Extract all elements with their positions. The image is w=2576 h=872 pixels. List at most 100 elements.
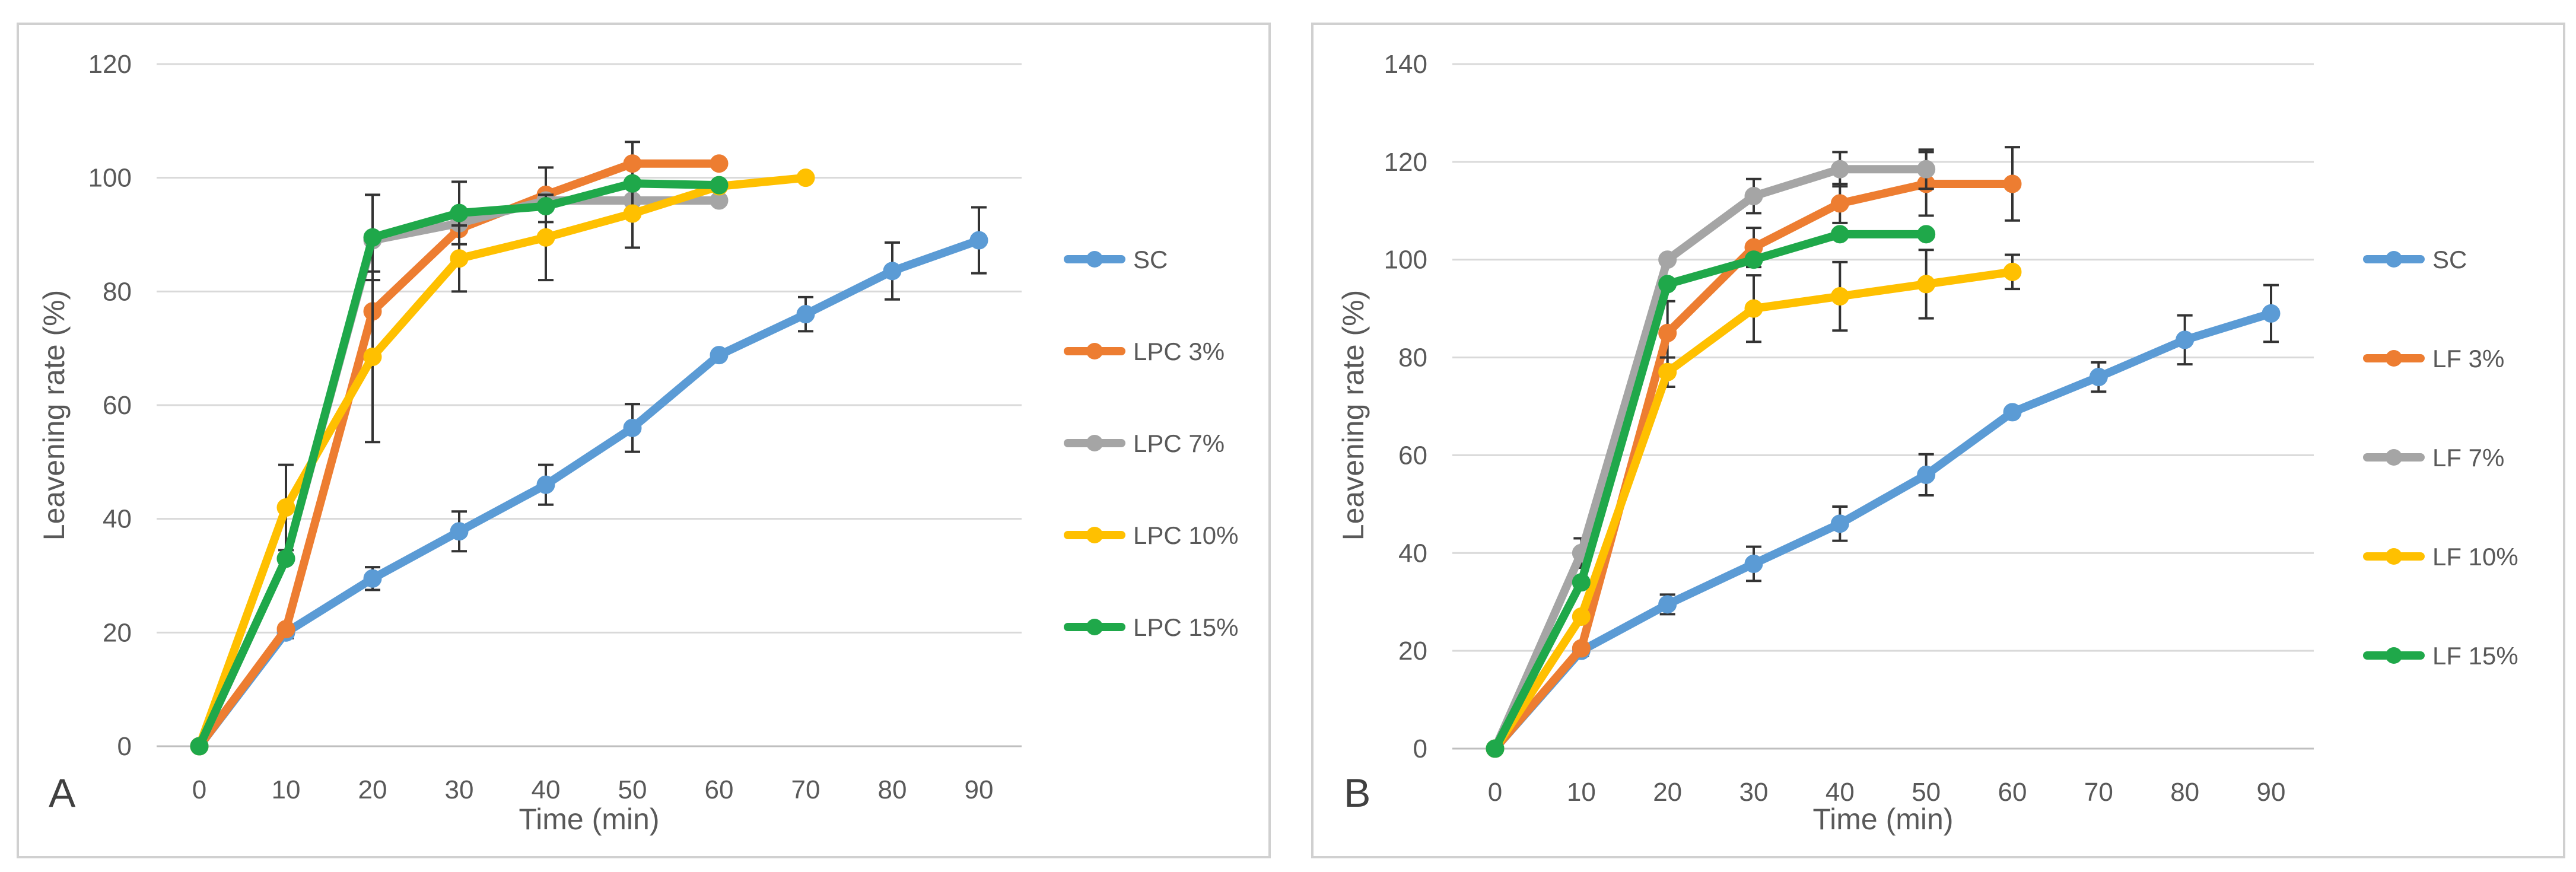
y-tick-label: 0 bbox=[1413, 734, 1427, 763]
series-line bbox=[195, 173, 810, 750]
legend-label: LF 10% bbox=[2432, 543, 2518, 571]
legend-swatch-marker bbox=[2386, 449, 2402, 466]
data-point bbox=[1830, 225, 1849, 244]
data-point bbox=[190, 737, 209, 756]
legend-label: SC bbox=[2432, 246, 2467, 273]
data-point bbox=[1830, 287, 1849, 306]
data-point bbox=[1572, 573, 1591, 592]
y-tick-label: 120 bbox=[1384, 148, 1427, 177]
x-tick-label: 30 bbox=[1739, 778, 1769, 807]
data-point bbox=[2003, 403, 2022, 422]
data-point bbox=[450, 522, 469, 541]
x-tick-label: 20 bbox=[1653, 778, 1682, 807]
legend-swatch-marker bbox=[1086, 251, 1103, 268]
x-tick-label: 70 bbox=[2084, 778, 2113, 807]
legend-swatch-marker bbox=[2386, 251, 2402, 268]
legend-label: SC bbox=[1133, 246, 1168, 273]
series-lpc-15-: LPC 15% bbox=[190, 174, 1238, 756]
data-point bbox=[883, 262, 902, 281]
y-tick-label: 40 bbox=[1398, 539, 1427, 568]
series-lf-15-: LF 15% bbox=[1486, 225, 2518, 758]
data-point bbox=[450, 249, 469, 268]
x-tick-label: 20 bbox=[358, 775, 387, 804]
y-axis-title: Leavening rate (%) bbox=[37, 290, 71, 540]
data-point bbox=[796, 305, 815, 324]
x-tick-label: 0 bbox=[1488, 778, 1502, 807]
x-axis-title: Time (min) bbox=[1812, 803, 1953, 836]
x-tick-label: 30 bbox=[445, 775, 474, 804]
x-tick-label: 50 bbox=[1912, 778, 1941, 807]
y-tick-label: 40 bbox=[103, 505, 132, 534]
series-line bbox=[195, 236, 983, 750]
panel-label: A bbox=[49, 771, 76, 816]
x-axis-title: Time (min) bbox=[519, 803, 659, 836]
data-point bbox=[623, 418, 642, 437]
data-point bbox=[1917, 160, 1936, 179]
y-tick-label: 60 bbox=[103, 391, 132, 420]
data-point bbox=[363, 348, 382, 367]
data-point bbox=[1917, 465, 1936, 484]
data-point bbox=[1744, 250, 1763, 269]
y-tick-label: 60 bbox=[1398, 441, 1427, 470]
data-point bbox=[1658, 275, 1677, 294]
data-point bbox=[710, 176, 729, 195]
y-tick-label: 80 bbox=[103, 277, 132, 306]
data-point bbox=[1658, 595, 1677, 614]
data-point bbox=[363, 228, 382, 247]
legend-label: LPC 10% bbox=[1133, 521, 1238, 549]
data-point bbox=[1658, 362, 1677, 381]
data-point bbox=[1658, 323, 1677, 342]
x-tick-label: 0 bbox=[192, 775, 206, 804]
data-point bbox=[623, 154, 642, 173]
series-line bbox=[1491, 309, 2275, 753]
legend-label: LPC 15% bbox=[1133, 613, 1238, 641]
data-point bbox=[450, 203, 469, 222]
x-tick-label: 40 bbox=[1826, 778, 1855, 807]
data-point bbox=[1486, 739, 1505, 758]
data-point bbox=[2262, 304, 2281, 323]
series-line bbox=[1491, 230, 1931, 753]
y-tick-label: 20 bbox=[103, 618, 132, 647]
data-point bbox=[1572, 639, 1591, 658]
data-point bbox=[536, 475, 555, 494]
legend-label: LPC 7% bbox=[1133, 429, 1225, 457]
x-tick-label: 10 bbox=[1567, 778, 1596, 807]
data-point bbox=[2003, 262, 2022, 281]
series-sc: SC bbox=[1486, 246, 2467, 758]
legend-label: LF 15% bbox=[2432, 642, 2518, 670]
x-tick-label: 90 bbox=[965, 775, 994, 804]
data-point bbox=[796, 168, 815, 187]
legend-swatch-marker bbox=[1086, 343, 1103, 359]
legend-swatch-marker bbox=[2386, 548, 2402, 565]
data-point bbox=[2176, 330, 2195, 349]
legend-swatch-marker bbox=[2386, 647, 2402, 664]
legend-label: LF 7% bbox=[2432, 444, 2504, 472]
x-tick-label: 10 bbox=[272, 775, 301, 804]
data-point bbox=[276, 549, 295, 568]
data-point bbox=[1572, 607, 1591, 626]
data-point bbox=[1830, 514, 1849, 533]
series-line bbox=[1491, 165, 1931, 753]
legend-swatch-marker bbox=[1086, 435, 1103, 451]
data-point bbox=[363, 569, 382, 588]
x-tick-label: 90 bbox=[2257, 778, 2286, 807]
y-tick-label: 20 bbox=[1398, 637, 1427, 666]
data-point bbox=[623, 204, 642, 223]
data-point bbox=[536, 197, 555, 216]
data-point bbox=[1917, 225, 1936, 244]
data-point bbox=[1744, 187, 1763, 206]
data-point bbox=[623, 174, 642, 193]
data-point bbox=[1830, 194, 1849, 213]
legend-label: LF 3% bbox=[2432, 345, 2504, 373]
data-point bbox=[1830, 160, 1849, 179]
y-axis-title: Leavening rate (%) bbox=[1337, 290, 1370, 540]
data-point bbox=[2003, 174, 2022, 193]
chart-panel-A: 0 20 40 60 80 100 120 0 10 20 30 40 50 60 70 80 90 Time (… bbox=[17, 23, 1271, 858]
y-tick-label: 120 bbox=[88, 50, 132, 79]
y-tick-label: 80 bbox=[1398, 343, 1427, 373]
data-point bbox=[1658, 250, 1677, 269]
y-tick-label: 100 bbox=[88, 164, 132, 193]
y-tick-label: 100 bbox=[1384, 246, 1427, 275]
x-tick-label: 80 bbox=[2170, 778, 2199, 807]
